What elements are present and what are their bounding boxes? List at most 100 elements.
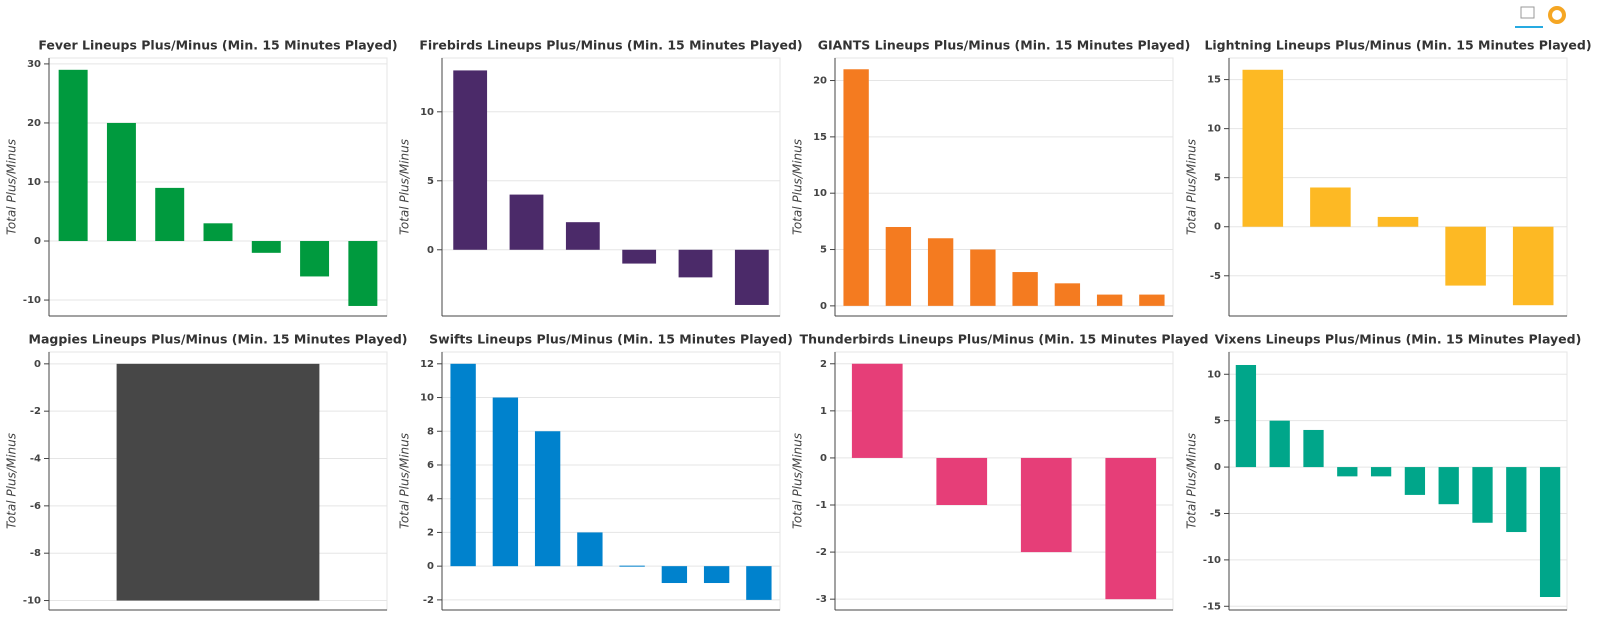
y-tick-label: 10 [27,177,41,188]
bar [300,241,330,277]
toolbar [1515,6,1566,28]
y-tick-label: 20 [813,76,827,87]
y-tick-label: 15 [813,132,827,143]
y-tick-label: -10 [23,295,41,306]
y-tick-label: 10 [813,188,827,199]
bar [703,566,730,584]
y-tick-label: -15 [1203,601,1221,612]
y-axis-label: Total Plus/Minus [398,139,412,235]
bar [936,457,988,506]
y-tick-label: 1 [820,406,827,417]
y-tick-label: 10 [420,107,434,118]
y-tick-label: 0 [1214,462,1221,473]
bar [1512,226,1554,306]
chart-title: Firebirds Lineups Plus/Minus (Min. 15 Mi… [419,38,802,53]
bar [746,566,772,600]
bar [734,249,769,305]
y-axis-label: Total Plus/Minus [791,433,805,529]
y-tick-label: -5 [1210,271,1221,282]
y-tick-label: 4 [427,494,434,505]
bar [1020,457,1072,553]
y-tick-label: 5 [1214,173,1221,184]
y-axis-label: Total Plus/Minus [398,433,412,529]
bar [970,249,996,306]
y-tick-label: 6 [427,460,434,471]
y-tick-label: 0 [1214,222,1221,233]
y-tick-label: 12 [420,359,434,370]
chart-title: Swifts Lineups Plus/Minus (Min. 15 Minut… [429,332,793,347]
y-tick-label: 30 [27,59,41,70]
bar [1337,467,1358,477]
y-tick-label: 2 [427,527,434,538]
y-tick-label: 8 [427,426,434,437]
y-tick-label: 10 [420,393,434,404]
y-tick-label: -10 [23,596,41,607]
y-tick-label: -1 [816,500,827,511]
y-axis-label: Total Plus/Minus [1185,139,1199,235]
y-tick-label: -2 [816,547,827,558]
bar [622,249,657,264]
y-tick-label: 10 [1207,124,1221,135]
bar [1235,364,1257,468]
bar [1054,283,1081,306]
y-tick-label: -4 [30,454,41,465]
y-axis-label: Total Plus/Minus [791,139,805,235]
y-tick-label: 5 [1214,416,1221,427]
bar [1445,226,1486,286]
y-tick-label: -5 [1210,508,1221,519]
y-tick-label: -2 [30,406,41,417]
bar [58,69,88,242]
bar [1438,467,1459,505]
y-tick-label: 2 [820,359,827,370]
bar [1105,457,1157,600]
bar [251,241,281,253]
bar [348,241,378,306]
y-tick-label: -6 [30,501,41,512]
bar [1242,69,1284,227]
bokeh-logo[interactable] [1548,6,1566,24]
bar [1310,187,1351,227]
bar [116,363,320,601]
y-axis-label: Total Plus/Minus [1185,433,1199,529]
bar [577,532,603,567]
bar [1377,216,1419,227]
chart-title: Vixens Lineups Plus/Minus (Min. 15 Minut… [1215,332,1582,347]
hover-tool-icon[interactable] [1520,6,1535,19]
y-tick-label: 5 [820,245,827,256]
plot-outline [48,57,388,317]
y-tick-label: 20 [27,118,41,129]
y-tick-label: 0 [427,245,434,256]
bar [155,187,185,242]
bar [1269,420,1290,468]
bar [1404,467,1426,495]
chart-title: Thunderbirds Lineups Plus/Minus (Min. 15… [800,332,1209,347]
y-tick-label: -3 [816,594,827,605]
y-tick-label: 0 [34,236,41,247]
bar [1303,429,1324,468]
bar [843,69,869,306]
y-tick-label: 0 [820,301,827,312]
bar [1370,467,1392,477]
bar [565,222,600,250]
chart-title: Fever Lineups Plus/Minus (Min. 15 Minute… [38,38,397,53]
y-tick-label: -2 [423,595,434,606]
y-tick-label: -10 [1203,555,1221,566]
y-axis-label: Total Plus/Minus [5,433,19,529]
bar [1096,294,1123,306]
bar [619,565,645,567]
bar [534,431,561,567]
bar [851,363,903,458]
chart-title: Magpies Lineups Plus/Minus (Min. 15 Minu… [29,332,408,347]
bar [106,122,136,242]
y-tick-label: 15 [1207,75,1221,86]
y-tick-label: -8 [30,548,41,559]
bar [1139,294,1165,306]
bar [203,223,233,242]
bar [678,249,713,278]
y-tick-label: 10 [1207,369,1221,380]
chart-title: Lightning Lineups Plus/Minus (Min. 15 Mi… [1204,38,1591,53]
bar [1506,467,1527,533]
y-axis-label: Total Plus/Minus [5,139,19,235]
